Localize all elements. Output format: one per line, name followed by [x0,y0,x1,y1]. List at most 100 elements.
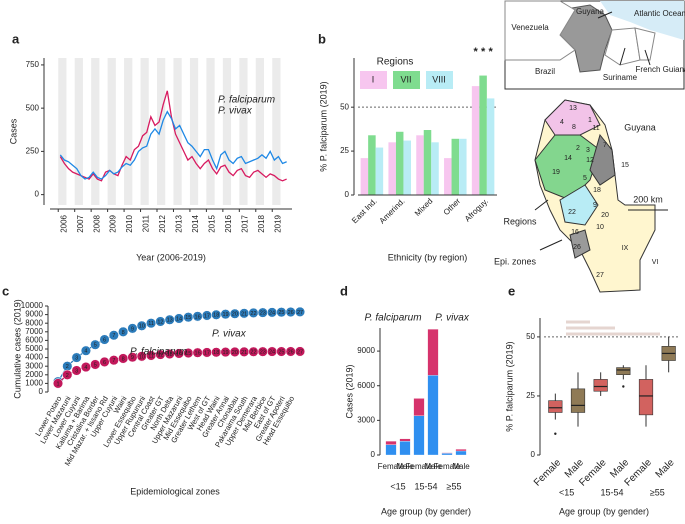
point-label: 13 [167,318,173,324]
x-tick-label: East Ind. [350,197,379,226]
map-label: 20 [601,212,609,219]
bar-segment [455,449,467,452]
y-tick-label: 0 [371,450,376,459]
point [294,306,306,317]
legend-label: P. vivax [218,106,253,117]
group-label: ≥55 [650,487,665,497]
point-label: 20 [232,312,238,318]
bar [375,147,384,195]
y-tick-label: 0 [39,387,44,396]
x-tick-label: 2013 [175,214,184,232]
point [62,369,73,380]
map-label: 11 [592,125,599,132]
point-label: 26 [288,310,294,316]
x-axis-label: Age group (by gender) [559,506,649,516]
significance-mark: * [481,46,486,58]
point-label: 4 [84,365,87,371]
point [71,365,82,376]
x-tick-label: Male [396,462,414,471]
bar-segment [399,440,411,456]
point-label: 17 [204,350,210,356]
y-tick-label: 50 [340,102,349,111]
map-label: 18 [593,187,601,194]
venezuela-shape [504,0,576,61]
bar [416,135,424,195]
point-label: 8 [122,330,125,336]
year-band [239,58,248,205]
map-label: Guyana [624,122,656,132]
zone [569,229,591,259]
point [108,330,119,341]
box [570,388,586,413]
point-label: 1 [56,381,59,387]
panel-label: d [340,283,348,298]
bar [479,75,487,195]
x-tick-label: 2006 [59,214,68,232]
legend-label: P. falciparum [130,347,187,358]
x-tick-label: Female [378,462,405,471]
guiana-shape [634,27,656,61]
bar [403,140,411,195]
y-tick-label: 0 [35,190,40,199]
group-label: <15 [559,487,574,497]
point-label: 19 [222,350,228,356]
map-label: 3 [586,147,590,154]
x-tick-label: 2016 [224,214,233,232]
map-label: 16 [571,229,579,236]
point-label: 15 [185,315,191,321]
x-axis-label: Ethnicity (by region) [388,252,468,262]
x-tick-label: 2017 [240,214,249,232]
point-label: 8 [122,356,125,362]
x-tick-label: 2015 [208,214,217,232]
x-tick-label: Male [452,462,470,471]
map-label: 2 [576,145,580,152]
bar-segment [441,453,453,456]
x-tick-label: 2019 [273,214,282,232]
map-main [534,99,668,293]
zone [589,133,616,186]
point [80,345,91,356]
group-label: ≥55 [447,481,462,491]
box [616,367,631,375]
point-label: 21 [241,311,247,317]
y-tick-label: 50 [526,332,535,341]
legend-swatch [360,71,387,89]
bar-segment [399,438,411,442]
box [548,400,563,413]
bar [444,158,452,195]
map-label: 19 [552,169,560,176]
point-label: 10 [139,324,145,330]
y-tick-label: 2000 [25,370,43,379]
point-label: 2 [66,364,69,370]
map-label: 12 [586,157,594,164]
point [294,346,306,357]
y-tick-label: 10000 [21,301,44,310]
map-label: 22 [568,209,576,216]
point [52,378,64,389]
bar-segment [385,440,397,445]
bar [368,135,376,195]
bar [451,138,460,195]
bar-segment [455,450,467,456]
point-label: 3 [75,368,78,374]
y-tick-label: 9000 [357,346,375,355]
y-tick-label: 1000 [25,379,43,388]
point-label: 2 [66,373,69,379]
year-band [173,58,182,205]
y-tick-label: 25 [340,146,349,155]
map-label: Brazil [535,67,555,76]
map-label: Regions [503,216,537,226]
bar-segment [427,375,439,456]
outlier [622,385,625,388]
legend-label: VII [400,74,411,84]
x-tick-label: Male [654,457,677,480]
year-band [58,58,67,205]
bar [423,130,432,195]
y-tick-label: 25 [526,391,535,400]
map-label: IX [622,245,629,252]
point [80,362,91,373]
point-label: 16 [195,351,201,357]
group-label: <15 [390,481,405,491]
x-tick-label: 2009 [109,214,118,232]
y-tick-label: 500 [26,103,40,112]
